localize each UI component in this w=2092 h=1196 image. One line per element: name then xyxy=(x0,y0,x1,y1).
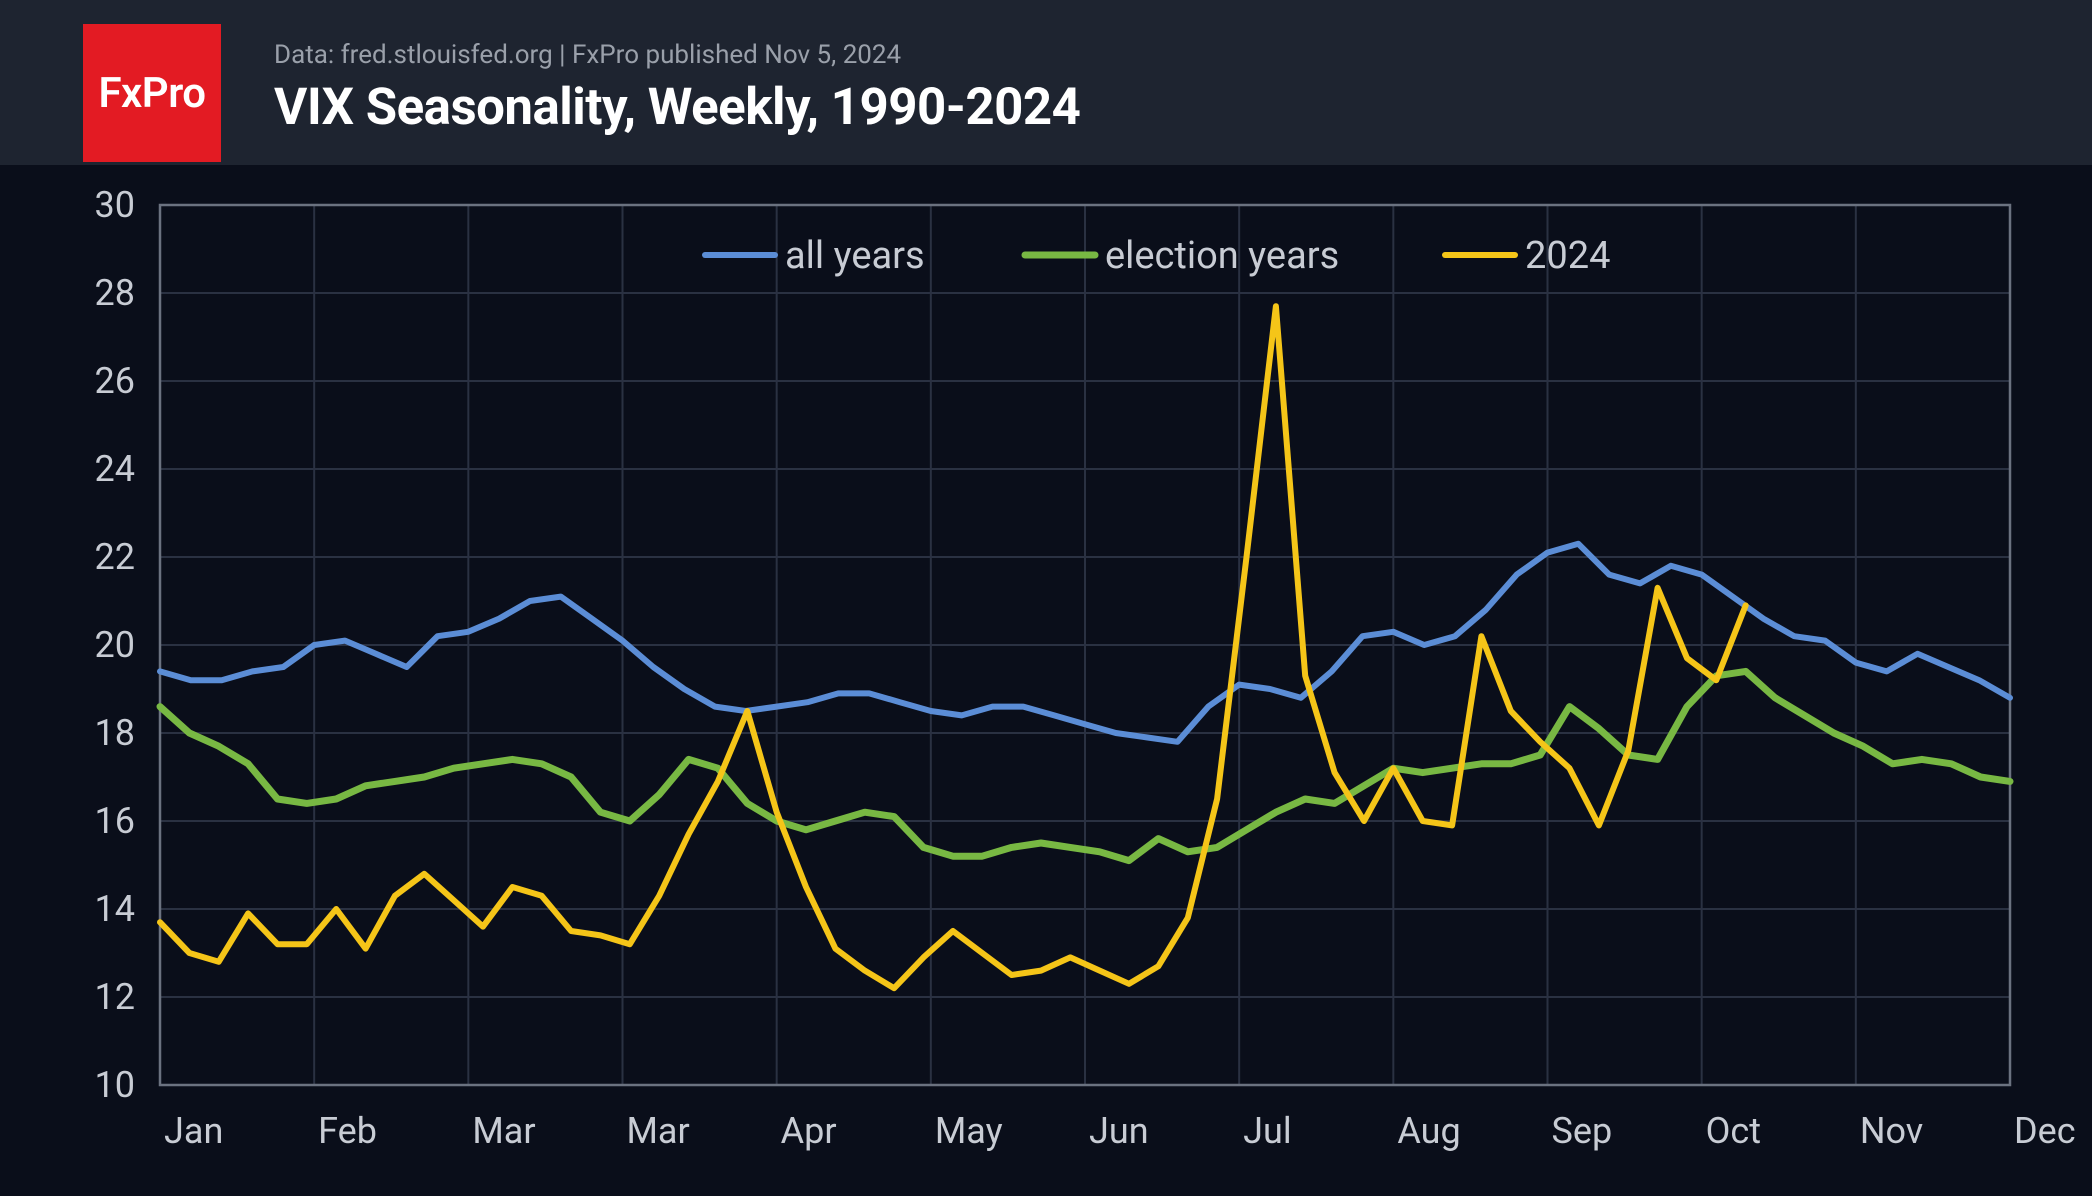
x-tick-label: Feb xyxy=(318,1110,377,1152)
x-tick-label: Sep xyxy=(1552,1110,1613,1152)
x-tick-label: Oct xyxy=(1706,1110,1761,1152)
header-band: FxPro Data: fred.stlouisfed.org | FxPro … xyxy=(0,0,2092,165)
data-source-prefix: Data: xyxy=(274,40,341,70)
y-tick-label: 22 xyxy=(95,536,135,578)
separator: | xyxy=(553,40,572,70)
x-tick-label: Nov xyxy=(1860,1110,1923,1152)
y-tick-label: 16 xyxy=(95,800,135,842)
x-tick-label: May xyxy=(935,1110,1003,1152)
legend-label: all years xyxy=(785,234,925,278)
legend-label: election years xyxy=(1105,234,1339,278)
x-tick-label: Jun xyxy=(1089,1110,1149,1152)
y-tick-label: 18 xyxy=(95,712,135,754)
y-tick-label: 14 xyxy=(95,888,135,930)
y-tick-label: 20 xyxy=(95,624,135,666)
y-tick-label: 26 xyxy=(95,360,135,402)
brand-logo-text: FxPro xyxy=(98,69,205,118)
y-tick-label: 24 xyxy=(95,448,135,490)
x-tick-label: Aug xyxy=(1397,1110,1460,1152)
y-tick-label: 28 xyxy=(95,272,135,314)
x-tick-label: Apr xyxy=(781,1110,837,1152)
x-tick-label: Dec xyxy=(2014,1110,2076,1152)
publisher-text: FxPro published Nov 5, 2024 xyxy=(572,40,901,70)
header-text-block: Data: fred.stlouisfed.org | FxPro publis… xyxy=(274,40,1080,137)
brand-logo: FxPro xyxy=(83,24,221,162)
x-tick-label: Mar xyxy=(472,1110,535,1152)
x-tick-label: Jan xyxy=(164,1110,223,1152)
x-tick-label: Mar xyxy=(627,1110,690,1152)
chart-title: VIX Seasonality, Weekly, 1990-2024 xyxy=(274,78,1080,137)
chart-container: 10 12 14 16 18 20 22 24 26 28 30 Jan Feb Mar Mar Apr May… xyxy=(0,165,2092,1196)
data-source-url: fred.stlouisfed.org xyxy=(341,40,553,70)
series-2024 xyxy=(160,306,1746,988)
data-source-line: Data: fred.stlouisfed.org | FxPro publis… xyxy=(274,40,1080,70)
legend-label: 2024 xyxy=(1525,234,1610,278)
y-tick-label: 10 xyxy=(95,1064,135,1106)
y-tick-label: 12 xyxy=(95,976,135,1018)
x-tick-label: Jul xyxy=(1243,1110,1291,1152)
y-tick-label: 30 xyxy=(95,184,135,226)
line-chart: 10 12 14 16 18 20 22 24 26 28 30 Jan Feb Mar Mar Apr May… xyxy=(0,165,2092,1196)
